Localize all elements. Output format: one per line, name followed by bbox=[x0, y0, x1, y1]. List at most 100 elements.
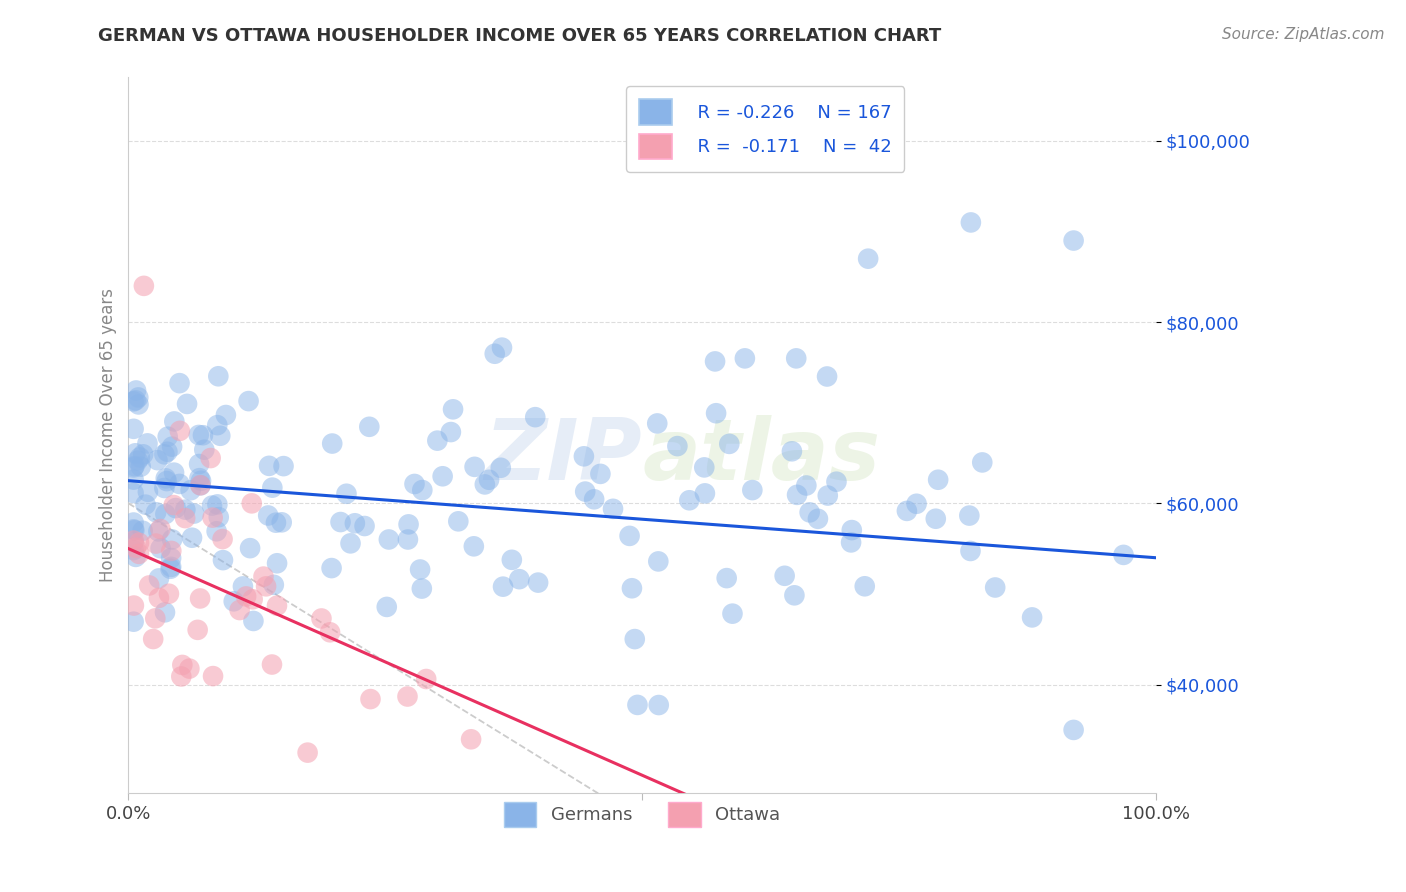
Point bbox=[398, 517, 420, 532]
Point bbox=[780, 444, 803, 458]
Point bbox=[129, 459, 152, 474]
Point bbox=[721, 607, 744, 621]
Point bbox=[122, 522, 145, 536]
Point bbox=[169, 477, 191, 491]
Point bbox=[156, 444, 179, 458]
Point bbox=[188, 457, 211, 471]
Point bbox=[176, 397, 198, 411]
Point bbox=[783, 588, 806, 602]
Point bbox=[174, 502, 197, 516]
Point bbox=[127, 391, 149, 405]
Point bbox=[773, 569, 796, 583]
Point bbox=[464, 459, 486, 474]
Point bbox=[440, 425, 463, 439]
Point bbox=[122, 516, 145, 530]
Point bbox=[187, 623, 209, 637]
Point bbox=[183, 507, 205, 521]
Point bbox=[191, 428, 214, 442]
Point bbox=[201, 499, 224, 513]
Point bbox=[159, 562, 181, 576]
Point bbox=[460, 732, 482, 747]
Point bbox=[187, 428, 209, 442]
Point bbox=[122, 486, 145, 500]
Point bbox=[148, 524, 170, 539]
Point bbox=[125, 384, 148, 398]
Point bbox=[122, 533, 145, 548]
Point bbox=[524, 410, 547, 425]
Point bbox=[856, 252, 879, 266]
Point bbox=[589, 467, 612, 481]
Point bbox=[266, 599, 288, 613]
Point bbox=[785, 351, 807, 366]
Point bbox=[426, 434, 449, 448]
Point bbox=[169, 376, 191, 391]
Point bbox=[188, 591, 211, 606]
Point bbox=[212, 553, 235, 567]
Point bbox=[270, 516, 292, 530]
Point bbox=[841, 523, 863, 537]
Point bbox=[463, 539, 485, 553]
Point bbox=[193, 442, 215, 457]
Point bbox=[160, 440, 183, 454]
Point bbox=[1021, 610, 1043, 624]
Point bbox=[432, 469, 454, 483]
Point bbox=[238, 394, 260, 409]
Point bbox=[202, 669, 225, 683]
Point bbox=[799, 505, 821, 519]
Point bbox=[188, 471, 211, 485]
Text: Source: ZipAtlas.com: Source: ZipAtlas.com bbox=[1222, 27, 1385, 42]
Legend: Germans, Ottawa: Germans, Ottawa bbox=[496, 795, 787, 834]
Point bbox=[489, 460, 512, 475]
Point bbox=[623, 632, 645, 646]
Point bbox=[262, 481, 284, 495]
Point bbox=[1063, 234, 1085, 248]
Point bbox=[572, 450, 595, 464]
Point bbox=[648, 698, 671, 712]
Point bbox=[716, 571, 738, 585]
Point bbox=[263, 578, 285, 592]
Point bbox=[411, 483, 433, 497]
Point bbox=[160, 544, 183, 558]
Point bbox=[201, 510, 224, 524]
Point bbox=[122, 535, 145, 549]
Point bbox=[252, 569, 274, 583]
Point bbox=[741, 483, 763, 497]
Point bbox=[205, 524, 228, 539]
Point bbox=[145, 536, 167, 550]
Point bbox=[409, 562, 432, 576]
Point bbox=[959, 544, 981, 558]
Point bbox=[153, 605, 176, 619]
Point bbox=[905, 497, 928, 511]
Point bbox=[647, 554, 669, 568]
Point bbox=[169, 424, 191, 438]
Point bbox=[122, 543, 145, 558]
Point bbox=[273, 459, 295, 474]
Point bbox=[209, 429, 232, 443]
Point bbox=[264, 516, 287, 530]
Point bbox=[501, 553, 523, 567]
Point bbox=[163, 414, 186, 428]
Point bbox=[128, 547, 150, 561]
Point bbox=[693, 460, 716, 475]
Point bbox=[319, 625, 342, 640]
Point bbox=[149, 541, 172, 556]
Point bbox=[165, 501, 187, 516]
Point bbox=[404, 477, 426, 491]
Point bbox=[124, 459, 146, 474]
Point bbox=[474, 477, 496, 491]
Point bbox=[335, 487, 357, 501]
Point bbox=[1063, 723, 1085, 737]
Point bbox=[972, 455, 994, 469]
Point bbox=[200, 451, 222, 466]
Point bbox=[378, 533, 401, 547]
Point bbox=[257, 458, 280, 473]
Point bbox=[619, 529, 641, 543]
Point bbox=[174, 511, 197, 525]
Point bbox=[734, 351, 756, 366]
Point bbox=[148, 591, 170, 605]
Point bbox=[343, 516, 366, 531]
Point bbox=[172, 657, 194, 672]
Point bbox=[484, 347, 506, 361]
Point bbox=[143, 611, 166, 625]
Point bbox=[266, 556, 288, 570]
